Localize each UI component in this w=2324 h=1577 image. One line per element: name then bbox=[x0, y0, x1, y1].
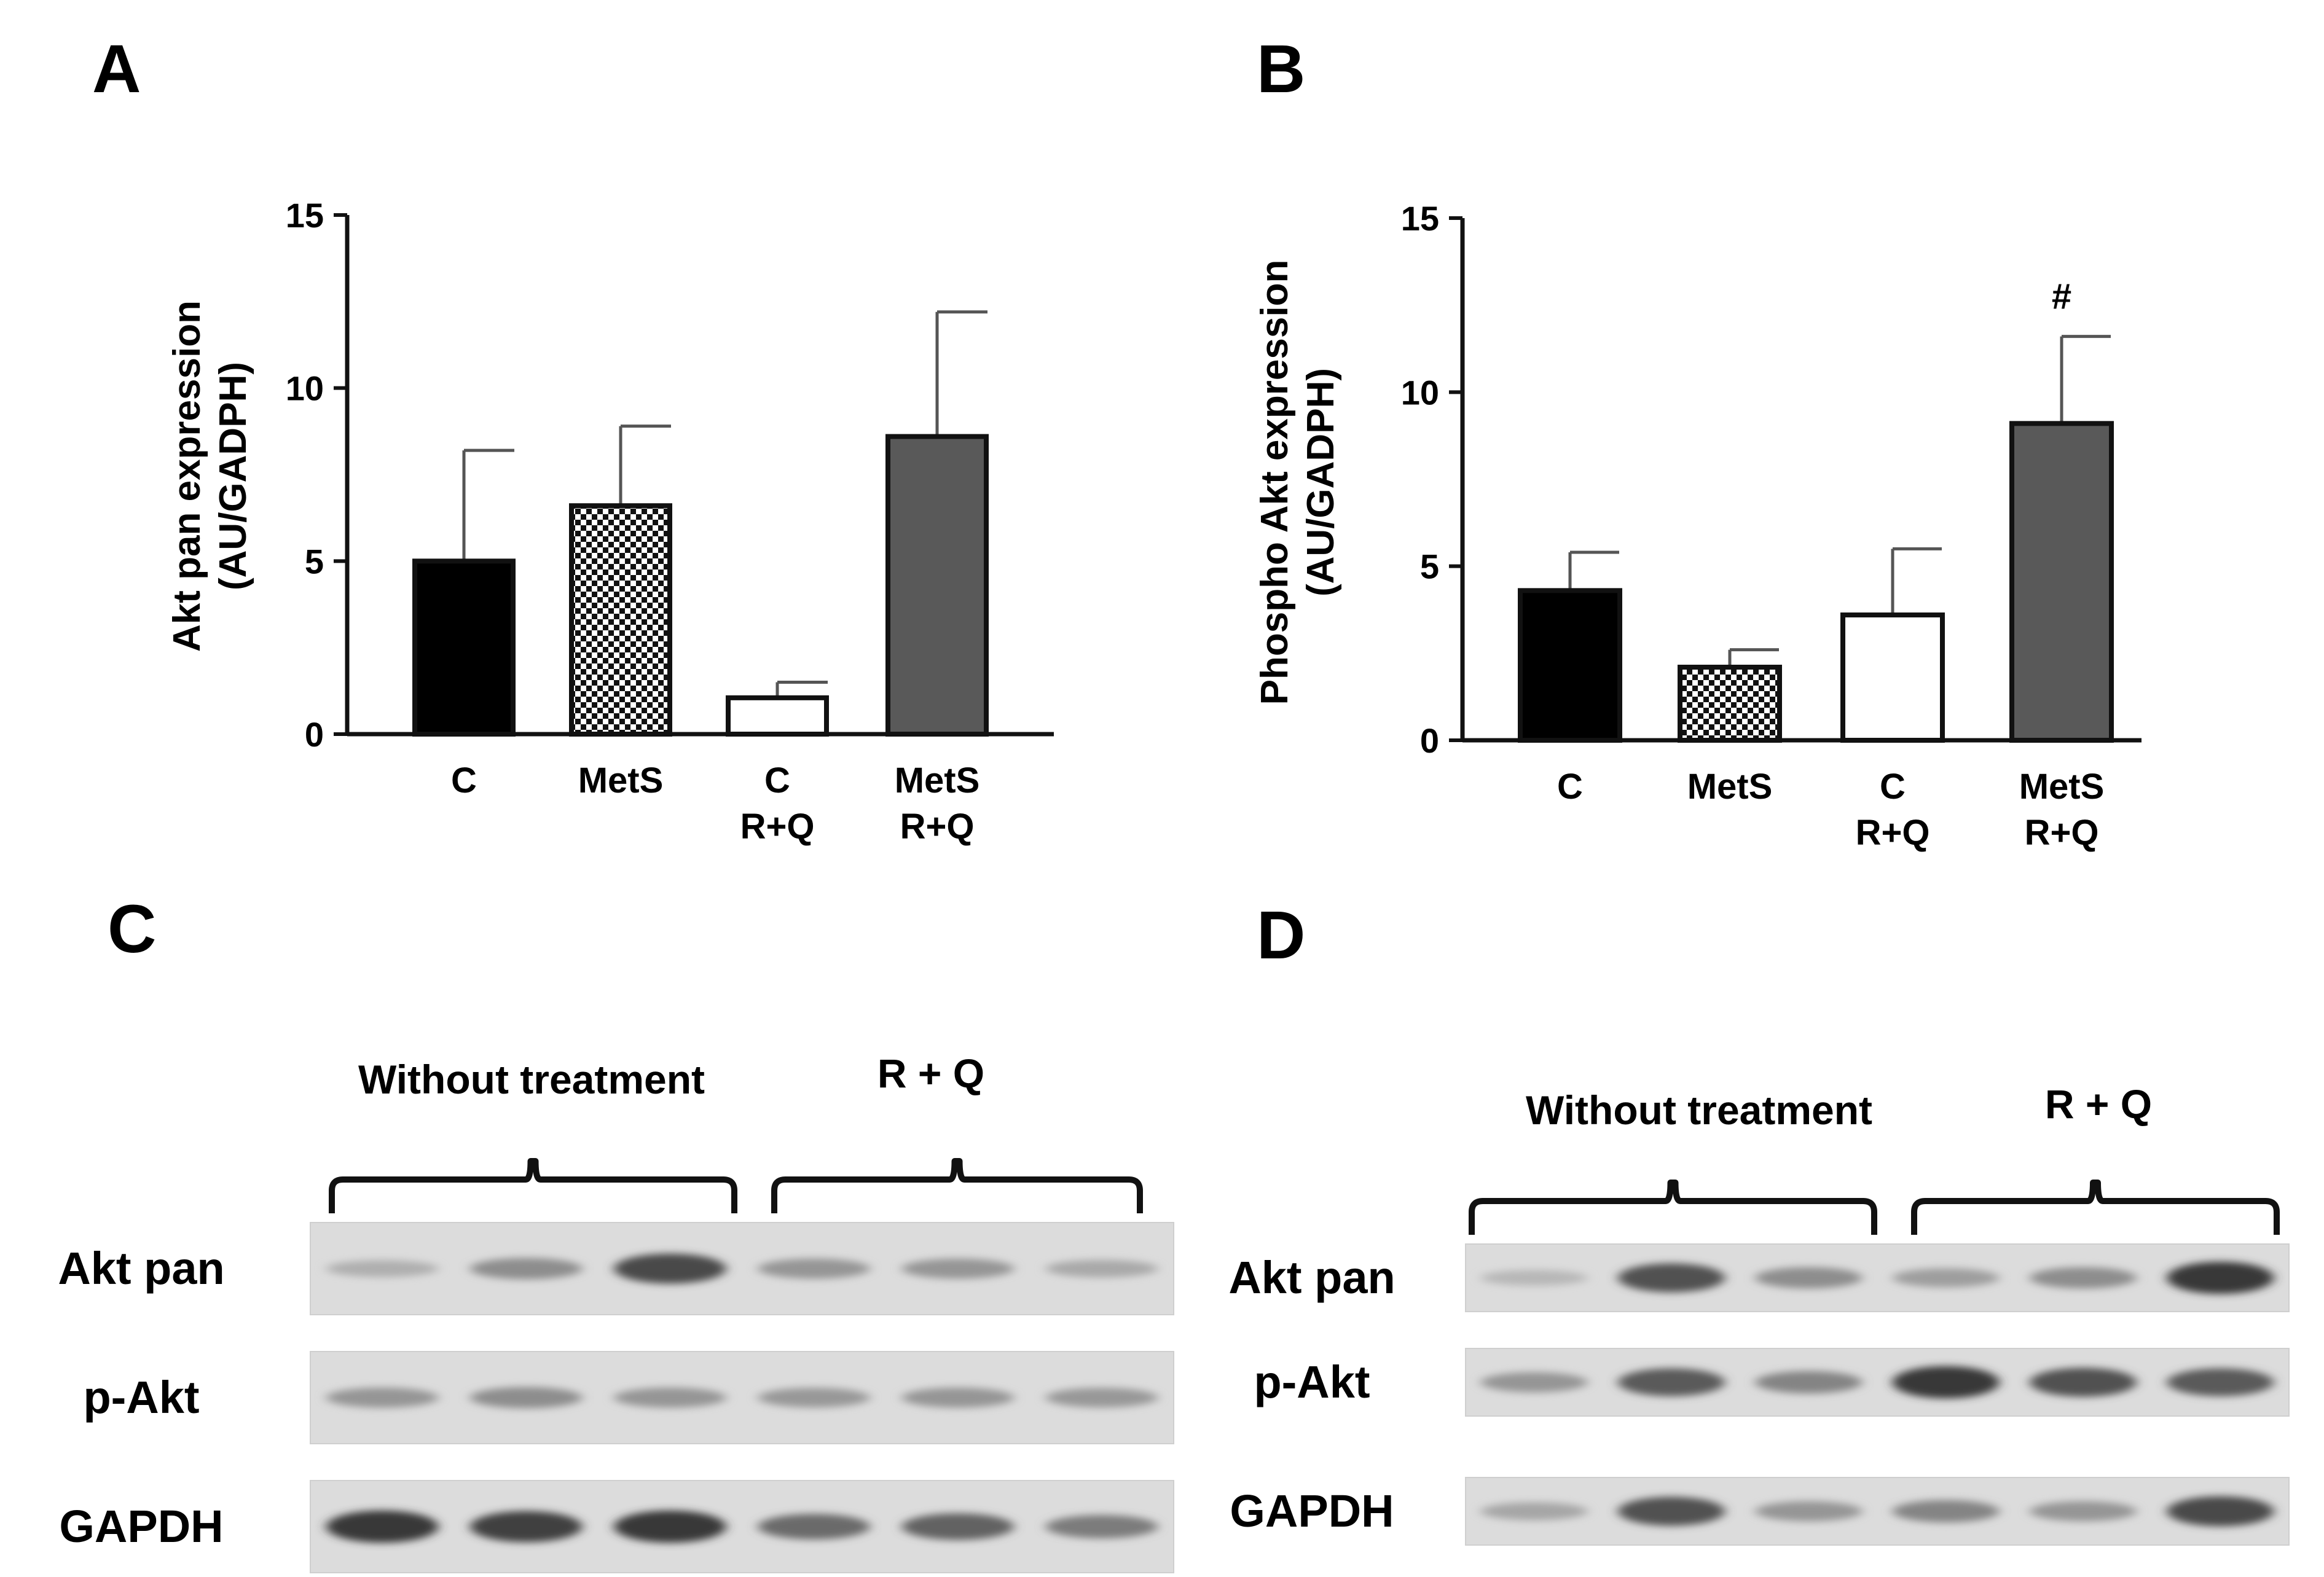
blot-c-band bbox=[326, 1260, 439, 1277]
chart-a-x-tick-label-line2: R+Q bbox=[900, 807, 975, 847]
blot-d-band bbox=[2029, 1368, 2137, 1397]
blot-d-group1-label: Without treatment bbox=[1526, 1087, 1872, 1133]
blot-c-band bbox=[758, 1387, 870, 1408]
chart-b-y-tick-label: 0 bbox=[1420, 721, 1439, 760]
blot-c-band bbox=[326, 1510, 439, 1543]
blot-d-blot-strip bbox=[1465, 1477, 2290, 1546]
panel-label-b: B bbox=[1257, 31, 1305, 107]
panel-label-a: A bbox=[92, 31, 141, 107]
chart-b-x-tick-label-line2: R+Q bbox=[1856, 813, 1930, 853]
blot-d-band bbox=[1480, 1270, 1588, 1286]
blot-c-band bbox=[469, 1511, 583, 1543]
blot-c-row-label: GAPDH bbox=[59, 1501, 223, 1552]
blot-c-group1-label: Without treatment bbox=[358, 1057, 705, 1102]
blot-panel-c: Without treatment R + Q Akt pan p-Akt GAPD… bbox=[58, 1051, 1174, 1573]
chart-b-y-tick-label: 10 bbox=[1401, 373, 1439, 412]
blot-d-band bbox=[2029, 1267, 2137, 1289]
blot-d-row-label: Akt pan bbox=[1228, 1252, 1395, 1303]
blot-c-band bbox=[1045, 1259, 1158, 1278]
blot-c-band bbox=[326, 1387, 439, 1408]
blot-c-blot-strip bbox=[310, 1480, 1174, 1573]
blot-c-band bbox=[469, 1258, 583, 1280]
blot-c-band bbox=[1045, 1514, 1158, 1539]
chart-a-bar bbox=[412, 558, 516, 737]
blot-d-band bbox=[1892, 1268, 2000, 1288]
chart-a-x-tick-label: MetS bbox=[895, 761, 980, 800]
chart-a-y-tick-label: 10 bbox=[286, 369, 324, 408]
chart-a-x-tick-label-line2: R+Q bbox=[740, 807, 815, 847]
chart-b-significance-mark: # bbox=[2052, 277, 2071, 317]
blot-c-row-label: Akt pan bbox=[58, 1243, 224, 1294]
panel-label-c: C bbox=[108, 891, 156, 967]
blot-c-bracket-treated bbox=[771, 1158, 1143, 1213]
blot-d-band bbox=[1480, 1502, 1588, 1520]
chart-a-bar bbox=[885, 434, 989, 737]
blot-panel-d: Without treatment R + Q Akt pan p-Akt GAPD… bbox=[1228, 1081, 2290, 1546]
blot-d-bracket-untreated bbox=[1469, 1180, 1877, 1235]
chart-b-x-tick-label: C bbox=[1880, 767, 1906, 807]
chart-b-bar bbox=[1840, 612, 1945, 743]
blot-d-group2-label: R + Q bbox=[2045, 1081, 2152, 1127]
chart-a-y-tick-label: 5 bbox=[305, 542, 324, 581]
blot-d-band bbox=[1892, 1500, 2000, 1523]
blot-c-band bbox=[901, 1258, 1015, 1279]
blot-d-row-label: p-Akt bbox=[1254, 1356, 1370, 1407]
blot-c-band bbox=[1045, 1387, 1158, 1408]
blot-d-row-label: GAPDH bbox=[1230, 1485, 1394, 1536]
blot-d-band bbox=[1755, 1501, 1863, 1522]
blot-c-group2-label: R + Q bbox=[877, 1051, 984, 1096]
blot-c-row-label: p-Akt bbox=[83, 1372, 199, 1423]
blot-d-band bbox=[1892, 1366, 2000, 1399]
blot-c-band bbox=[614, 1387, 726, 1408]
blot-c-band bbox=[469, 1387, 583, 1409]
chart-a-x-tick-label: C bbox=[451, 761, 477, 800]
chart-a-x-tick-label: C bbox=[764, 761, 790, 800]
blot-d-band bbox=[1617, 1368, 1725, 1396]
chart-a-y-tick-label: 0 bbox=[305, 715, 324, 754]
blot-d-band bbox=[2167, 1261, 2274, 1294]
blot-d-band bbox=[1480, 1372, 1588, 1393]
blot-c-band bbox=[901, 1387, 1015, 1408]
chart-a: Akt pan expression (AU/GADPH) 0 5 10 15 C Met… bbox=[166, 196, 1054, 847]
blot-c-blot-strip bbox=[310, 1222, 1174, 1315]
chart-b-x-tick-label: MetS bbox=[1687, 767, 1773, 807]
blot-d-band bbox=[2167, 1368, 2274, 1396]
chart-b-x-tick-label-line2: R+Q bbox=[2025, 813, 2099, 853]
blot-d-band bbox=[1617, 1497, 1725, 1526]
blot-c-bracket-untreated bbox=[329, 1158, 737, 1213]
chart-b-x-tick-label: MetS bbox=[2019, 767, 2105, 807]
chart-b-ylabel-line1: Phospho Akt expression bbox=[1254, 260, 1296, 705]
blot-c-band bbox=[758, 1258, 870, 1279]
chart-b-y-tick-label: 5 bbox=[1420, 547, 1439, 586]
blot-d-blot-strip bbox=[1465, 1243, 2290, 1312]
blot-c-band bbox=[614, 1510, 726, 1543]
chart-b: Phospho Akt expression (AU/GADPH) 0 5 10 15… bbox=[1254, 199, 2141, 853]
blot-d-band bbox=[1755, 1267, 1863, 1289]
chart-b-ylabel-line2: (AU/GADPH) bbox=[1300, 368, 1342, 597]
chart-a-ylabel-line2: (AU/GADPH) bbox=[212, 362, 254, 590]
blot-c-band bbox=[614, 1253, 726, 1284]
chart-a-ylabel-line1: Akt pan expression bbox=[166, 300, 208, 652]
chart-a-bar bbox=[569, 503, 672, 737]
chart-b-bar bbox=[1678, 665, 1782, 743]
chart-b-x-tick-label: C bbox=[1557, 767, 1583, 807]
blot-c-blot-strip bbox=[310, 1351, 1174, 1444]
blot-d-band bbox=[1617, 1263, 1725, 1293]
chart-a-x-tick-label: MetS bbox=[578, 761, 664, 800]
panel-label-d: D bbox=[1257, 898, 1305, 973]
blot-d-band bbox=[2167, 1496, 2274, 1527]
chart-a-y-tick-label: 15 bbox=[286, 196, 324, 235]
blot-c-band bbox=[901, 1513, 1015, 1540]
blot-d-blot-strip bbox=[1465, 1348, 2290, 1417]
blot-c-band bbox=[758, 1514, 870, 1540]
chart-b-bar bbox=[2009, 421, 2114, 743]
chart-b-bar bbox=[1518, 588, 1622, 743]
chart-b-y-tick-label: 15 bbox=[1401, 199, 1439, 238]
blot-d-band bbox=[2029, 1501, 2137, 1522]
chart-a-bar bbox=[726, 695, 829, 737]
blot-d-bracket-treated bbox=[1911, 1180, 2280, 1235]
blot-d-band bbox=[1755, 1371, 1863, 1394]
